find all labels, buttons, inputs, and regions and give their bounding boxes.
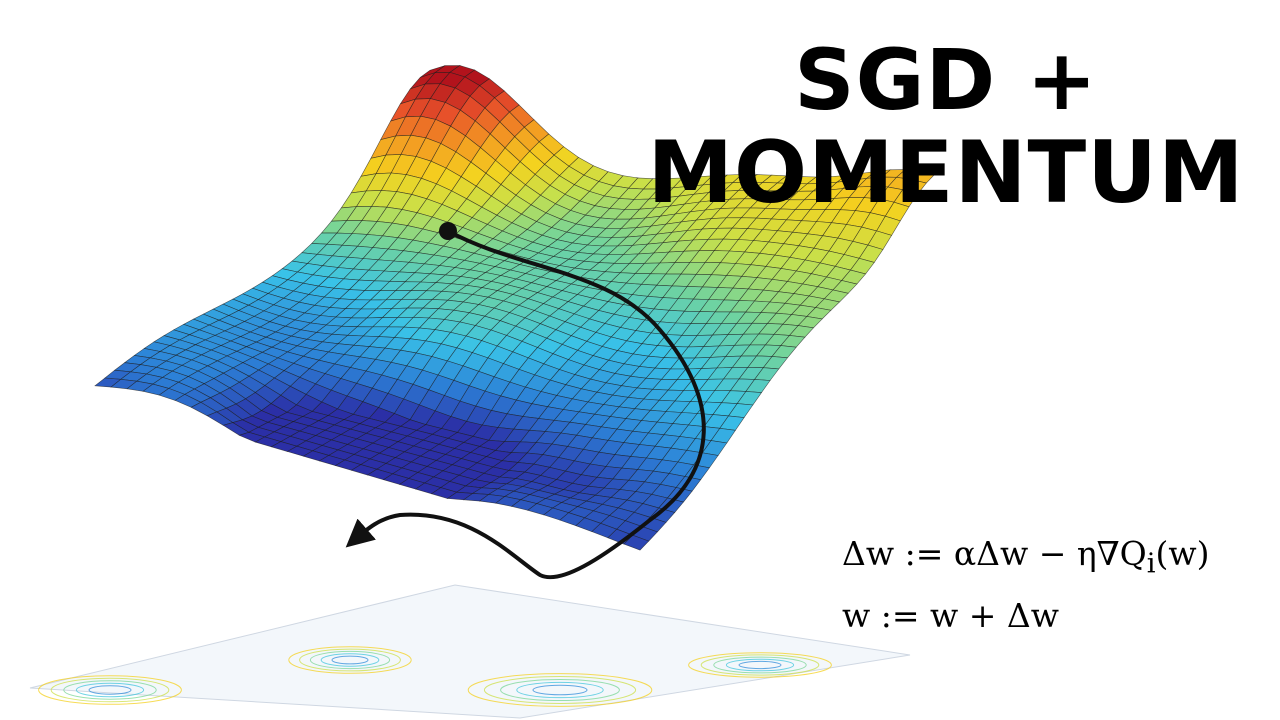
update-equations: Δw := αΔw − η∇Qi(w) w := w + Δw bbox=[842, 528, 1210, 642]
velocity-rhs: αΔw − η∇Q bbox=[953, 534, 1147, 573]
contour-ring bbox=[532, 684, 588, 696]
velocity-assign: := bbox=[904, 534, 944, 573]
trajectory-curve bbox=[345, 229, 706, 580]
velocity-tail: (w) bbox=[1155, 534, 1210, 573]
weight-rhs: w + Δw bbox=[930, 595, 1059, 635]
contour-ring bbox=[50, 677, 170, 703]
contour-floor bbox=[29, 584, 911, 719]
floor-plane bbox=[29, 584, 911, 719]
contour-ring bbox=[63, 680, 157, 700]
loss-surface-mesh bbox=[94, 65, 936, 551]
contour-ring bbox=[500, 678, 620, 702]
contour-ring bbox=[688, 652, 832, 678]
weight-lhs: w bbox=[842, 595, 871, 635]
contour-ring bbox=[738, 660, 782, 670]
trajectory-start-point bbox=[439, 222, 457, 240]
velocity-subscript: i bbox=[1146, 547, 1156, 580]
velocity-lhs: Δw bbox=[842, 534, 895, 573]
contour-ring bbox=[483, 676, 637, 704]
contour-ring bbox=[320, 653, 380, 667]
contour-ring bbox=[467, 673, 653, 707]
contour-ring bbox=[331, 655, 369, 665]
velocity-update-equation: Δw := αΔw − η∇Qi(w) bbox=[842, 528, 1210, 590]
contour-ring bbox=[713, 656, 807, 674]
contour-ring bbox=[38, 675, 182, 705]
contour-ring bbox=[725, 658, 795, 672]
contour-ring bbox=[700, 654, 820, 676]
contour-ring bbox=[75, 682, 145, 698]
contour-ring bbox=[288, 646, 412, 674]
title-line-sgd: SGD + bbox=[794, 31, 1098, 129]
weight-assign: := bbox=[880, 595, 920, 635]
contour-ring bbox=[309, 650, 391, 670]
weight-update-equation: w := w + Δw bbox=[842, 590, 1210, 642]
contour-ring bbox=[88, 685, 132, 695]
title-line-momentum: MOMENTUM bbox=[647, 123, 1245, 223]
contour-ring bbox=[516, 681, 604, 699]
momentum-trajectory bbox=[345, 222, 706, 580]
contour-ring bbox=[299, 648, 401, 672]
slide-title: SGD + MOMENTUM bbox=[636, 38, 1256, 216]
